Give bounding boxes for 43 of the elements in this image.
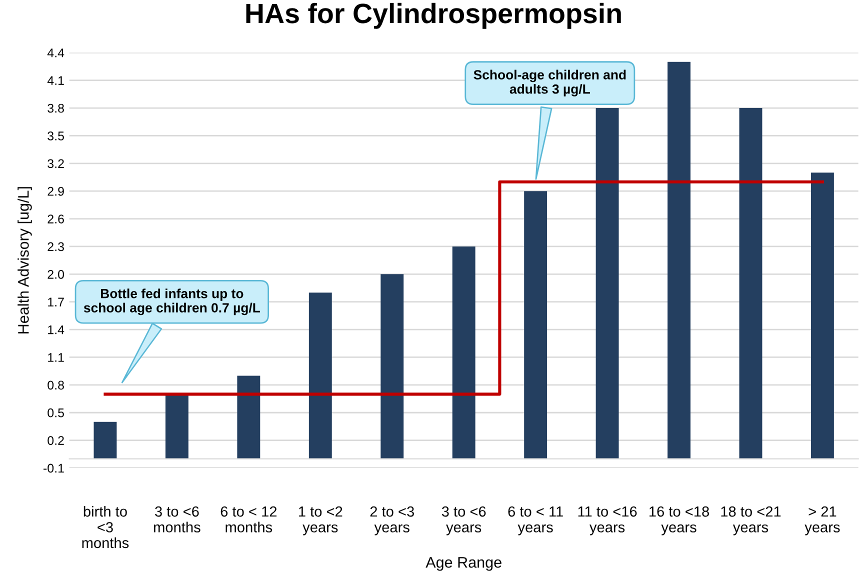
- y-tick-label: 0.8: [48, 380, 64, 390]
- y-tick-label: 2.6: [48, 214, 64, 224]
- y-tick-label: 4.1: [47, 76, 64, 85]
- y-tick-label: 1.4: [48, 325, 64, 334]
- y-tick-label: 3.5: [48, 132, 64, 140]
- bar: [596, 108, 619, 459]
- bar: [452, 246, 476, 459]
- y-tick-label: 2.3: [48, 242, 64, 252]
- y-tick-label: 1.1: [48, 353, 64, 362]
- y-tick-label: 1.7: [48, 298, 64, 306]
- x-tick-label: 18 to <21 years: [721, 506, 781, 536]
- y-tick-label: 4.4: [47, 48, 64, 58]
- x-tick-label: 3 to <6 months: [154, 506, 200, 532]
- bar: [237, 376, 260, 459]
- bar: [668, 62, 690, 459]
- x-tick-label: 11 to <16 years: [578, 506, 637, 536]
- annotation: School-age children and adults 3 µg/L: [474, 70, 626, 96]
- bar: [380, 274, 404, 459]
- y-tick-label: 2.0: [48, 270, 64, 279]
- bar: [308, 292, 332, 459]
- y-tick-label: -0.1: [44, 464, 64, 473]
- x-tick-label: 6 to < 11 years: [508, 506, 563, 536]
- y-tick-label: 3.2: [48, 159, 64, 168]
- x-tick-label: birth to <3 months: [82, 506, 129, 548]
- bar: [524, 191, 548, 459]
- y-tick-label: 0.2: [48, 436, 64, 445]
- x-tick-label: 1 to <2 years: [299, 506, 342, 536]
- y-axis-title: Health Advisory [ug/L]: [18, 187, 32, 334]
- annotation: Bottle fed infants up to school age children 0.7 µg/L: [84, 288, 260, 316]
- y-tick-label: 3.8: [48, 104, 64, 113]
- y-tick-label: 2.9: [48, 186, 64, 196]
- x-tick-label: 3 to <6 years: [442, 506, 486, 536]
- bar: [165, 394, 188, 459]
- bar: [810, 172, 834, 459]
- x-tick-label: > 21 years: [804, 506, 840, 536]
- bar: [94, 422, 117, 459]
- x-axis-title: Age Range: [426, 557, 502, 571]
- bar: [739, 108, 762, 459]
- x-tick-label: 16 to <18 years: [650, 506, 709, 536]
- x-tick-label: 6 to < 12 months: [220, 506, 277, 532]
- chart-title: HAs for Cylindrospermopsin: [246, 2, 621, 29]
- y-tick-label: 0.5: [48, 408, 64, 418]
- x-tick-label: 2 to <3 years: [370, 506, 414, 536]
